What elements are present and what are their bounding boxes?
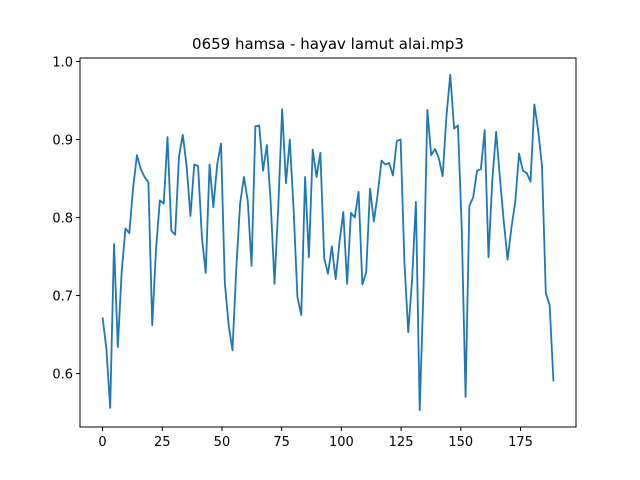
chart-title: 0659 hamsa - hayav lamut alai.mp3 [192,35,464,53]
x-tick-label: 150 [448,435,473,450]
x-tick-label: 75 [273,435,290,450]
y-tick-label: 0.8 [52,212,73,227]
x-tick-label: 175 [508,435,533,450]
y-tick-label: 0.9 [52,134,73,149]
x-tick-label: 125 [389,435,414,450]
y-tick-label: 0.6 [52,368,73,383]
axes-frame [79,57,577,428]
x-tick-label: 25 [154,435,171,450]
data-line [101,73,555,412]
y-tick-label: 0.7 [52,290,73,305]
y-tick-label: 1.0 [52,56,73,71]
x-tick-label: 50 [214,435,231,450]
x-tick-label: 100 [329,435,354,450]
x-tick-label: 0 [98,435,106,450]
